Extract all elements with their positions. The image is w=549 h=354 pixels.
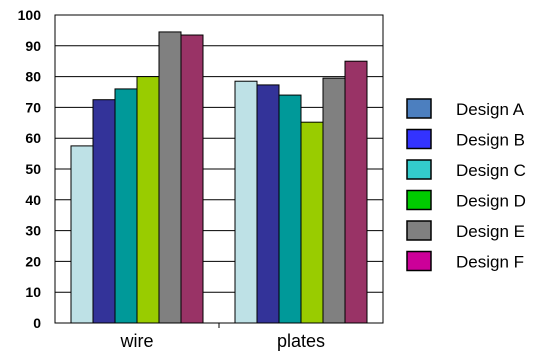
legend-label: Design E bbox=[456, 222, 525, 241]
x-tick-label: wire bbox=[119, 331, 153, 351]
x-tick-label: plates bbox=[277, 331, 325, 351]
bar bbox=[278, 94, 302, 324]
bar bbox=[344, 60, 368, 324]
y-tick-label: 40 bbox=[25, 192, 41, 208]
bar bbox=[322, 77, 346, 324]
bar bbox=[70, 145, 94, 324]
legend-swatch bbox=[406, 250, 432, 272]
y-tick-label: 100 bbox=[18, 7, 42, 23]
y-tick-label: 70 bbox=[25, 99, 41, 115]
legend-label: Design B bbox=[456, 131, 525, 150]
bar-group bbox=[70, 31, 368, 324]
legend-swatch bbox=[406, 159, 432, 180]
legend-label: Design F bbox=[456, 253, 524, 272]
y-tick-label: 10 bbox=[25, 284, 41, 300]
legend-swatch bbox=[406, 98, 432, 119]
legend-label: Design C bbox=[456, 161, 526, 180]
bar bbox=[158, 31, 182, 324]
legend-label: Design A bbox=[456, 100, 525, 119]
bar bbox=[234, 80, 258, 324]
legend-swatch bbox=[406, 128, 432, 150]
y-tick-label: 30 bbox=[25, 223, 41, 239]
y-tick-label: 80 bbox=[25, 69, 41, 85]
bar bbox=[136, 76, 160, 324]
y-tick-label: 0 bbox=[33, 315, 41, 331]
bar bbox=[114, 88, 138, 324]
bar bbox=[180, 34, 204, 324]
y-tick-label: 50 bbox=[25, 161, 41, 177]
bar bbox=[256, 84, 280, 324]
legend: Design A Design B Design C Design D Design E… bbox=[406, 98, 526, 272]
legend-swatch bbox=[406, 189, 432, 211]
x-axis: wire plates bbox=[119, 323, 325, 351]
legend-swatch bbox=[406, 220, 432, 241]
bar bbox=[300, 121, 324, 324]
y-tick-label: 20 bbox=[25, 253, 41, 269]
y-axis: 0 10 20 30 40 50 60 70 80 90 100 bbox=[18, 7, 42, 331]
y-tick-label: 60 bbox=[25, 130, 41, 146]
bar bbox=[92, 99, 116, 324]
legend-label: Design D bbox=[456, 192, 526, 211]
y-tick-label: 90 bbox=[25, 38, 41, 54]
